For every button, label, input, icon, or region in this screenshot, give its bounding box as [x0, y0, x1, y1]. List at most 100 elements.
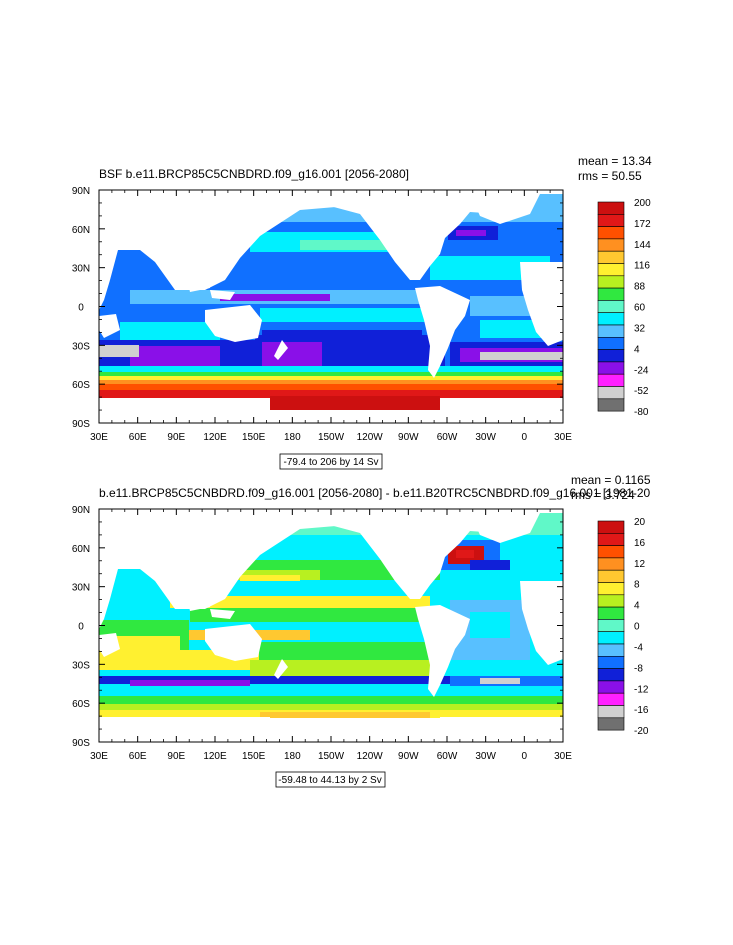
x-tick-label: 120W	[357, 432, 384, 443]
y-tick-label: 30S	[72, 341, 90, 352]
panel-1-land	[99, 194, 563, 423]
colorbar-label: -12	[634, 684, 649, 695]
panel-1-x-tick-labels: 30E 60E 90E 120E 150E 180 150W 120W 90W 60W 30W 0 30…	[90, 432, 572, 443]
colorbar-swatch	[597, 631, 625, 645]
y-tick-label: 0	[78, 303, 84, 314]
x-tick-label: 180	[284, 432, 301, 443]
colorbar-label: -20	[634, 726, 649, 737]
colorbar-swatch	[597, 668, 625, 682]
colorbar-label: -52	[634, 386, 649, 397]
panel-1: BSF b.e11.BRCP85C5CNBDRD.f09_g16.001 [20…	[72, 154, 652, 470]
panel-2: b.e11.BRCP85C5CNBDRD.f09_g16.001 [2056-2…	[72, 473, 651, 788]
colorbar-label: 20	[634, 517, 646, 528]
colorbar-swatch	[597, 619, 625, 633]
x-tick-label: 0	[522, 432, 528, 443]
colorbar-swatch	[597, 201, 625, 215]
colorbar-swatch	[597, 545, 625, 559]
colorbar-label: 200	[634, 198, 651, 209]
colorbar-swatch	[597, 398, 625, 412]
colorbar-swatch	[597, 386, 625, 400]
x-tick-label: 90E	[167, 432, 185, 443]
panel-2-map	[99, 509, 563, 742]
colorbar-swatch	[597, 680, 625, 694]
x-tick-label: 150W	[318, 432, 345, 443]
y-tick-label: 30N	[72, 264, 90, 275]
x-tick-label: 150E	[242, 751, 266, 762]
colorbar-label: 4	[634, 344, 640, 355]
colorbar-swatch	[597, 532, 625, 546]
colorbar-swatch	[597, 643, 625, 657]
colorbar-label: 16	[634, 538, 646, 549]
panel-2-y-tick-labels: 90N 60N 30N 0 30S 60S 90S	[72, 505, 90, 749]
colorbar-label: -4	[634, 642, 643, 653]
y-tick-label: 60N	[72, 544, 90, 555]
panel-2-title: b.e11.BRCP85C5CNBDRD.f09_g16.001 [2056-2…	[99, 486, 651, 500]
x-tick-label: 30W	[475, 432, 496, 443]
colorbar-label: -8	[634, 663, 643, 674]
y-tick-label: 90S	[72, 738, 90, 749]
x-tick-label: 120E	[203, 751, 227, 762]
colorbar-swatch	[597, 214, 625, 227]
colorbar-label: -24	[634, 365, 649, 376]
x-tick-label: 30W	[475, 751, 496, 762]
colorbar-label: 60	[634, 303, 646, 314]
x-tick-label: 180	[284, 751, 301, 762]
x-tick-label: 60E	[129, 751, 147, 762]
panel-2-ticks	[98, 508, 564, 743]
colorbar-label: 4	[634, 601, 640, 612]
panel-2-rms: rms = 3.724	[571, 488, 635, 502]
colorbar-swatch	[597, 705, 625, 719]
colorbar-swatch	[597, 582, 625, 596]
colorbar-swatch	[597, 324, 625, 338]
colorbar-swatch	[597, 238, 625, 252]
x-tick-label: 60W	[437, 432, 458, 443]
x-tick-label: 120W	[357, 751, 384, 762]
y-tick-label: 0	[78, 622, 84, 633]
colorbar-label: 12	[634, 559, 646, 570]
x-tick-label: 30E	[554, 751, 572, 762]
colorbar-swatch	[597, 336, 625, 350]
panel-2-range-box	[275, 771, 386, 788]
colorbar-swatch	[597, 557, 625, 571]
y-tick-label: 30N	[72, 583, 90, 594]
panel-1-y-tick-labels: 90N 60N 30N 0 30S 60S 90S	[72, 186, 90, 430]
colorbar-label: -80	[634, 407, 649, 418]
colorbar-label: 88	[634, 282, 646, 293]
y-tick-label: 60S	[72, 380, 90, 391]
colorbar-label: 172	[634, 219, 651, 230]
panel-2-colorbar: 20 16 12 8 4 0 -4 -8 -12 -16 -20	[597, 517, 649, 737]
y-tick-label: 90S	[72, 419, 90, 430]
panel-2-x-tick-labels: 30E 60E 90E 120E 150E 180 150W 120W 90W 60W 30W 0 30…	[90, 751, 572, 762]
y-tick-label: 60S	[72, 699, 90, 710]
x-tick-label: 30E	[554, 432, 572, 443]
panel-1-rms: rms = 50.55	[578, 169, 642, 183]
panel-1-mean: mean = 13.34	[578, 154, 652, 168]
y-tick-label: 90N	[72, 505, 90, 516]
panel-1-range-note: -79.4 to 206 by 14 Sv	[283, 457, 378, 468]
colorbar-swatch	[597, 373, 625, 387]
panel-1-map	[99, 190, 563, 423]
x-tick-label: 90W	[398, 751, 419, 762]
colorbar-label: 0	[634, 622, 640, 633]
x-tick-label: 90W	[398, 432, 419, 443]
panel-2-range-note: -59.48 to 44.13 by 2 Sv	[278, 775, 381, 786]
x-tick-label: 30E	[90, 751, 108, 762]
colorbar-swatch	[597, 717, 625, 731]
colorbar-swatch	[597, 594, 625, 608]
y-tick-label: 90N	[72, 186, 90, 197]
x-tick-label: 60E	[129, 432, 147, 443]
panel-1-colorbar: 200 172 144 116 88 60 32 4 -24 -52 -80	[597, 198, 651, 418]
colorbar-swatch	[597, 263, 625, 277]
x-tick-label: 150W	[318, 751, 345, 762]
colorbar-swatch	[597, 606, 625, 620]
colorbar-swatch	[597, 275, 625, 289]
colorbar-swatch	[597, 287, 625, 301]
x-tick-label: 150E	[242, 432, 266, 443]
panel-1-title: BSF b.e11.BRCP85C5CNBDRD.f09_g16.001 [20…	[99, 167, 409, 181]
colorbar-label: -16	[634, 705, 649, 716]
colorbar-swatch	[597, 250, 625, 264]
x-tick-label: 120E	[203, 432, 227, 443]
colorbar-swatch	[597, 226, 625, 240]
colorbar-label: 144	[634, 240, 651, 251]
colorbar-swatch	[597, 361, 625, 375]
